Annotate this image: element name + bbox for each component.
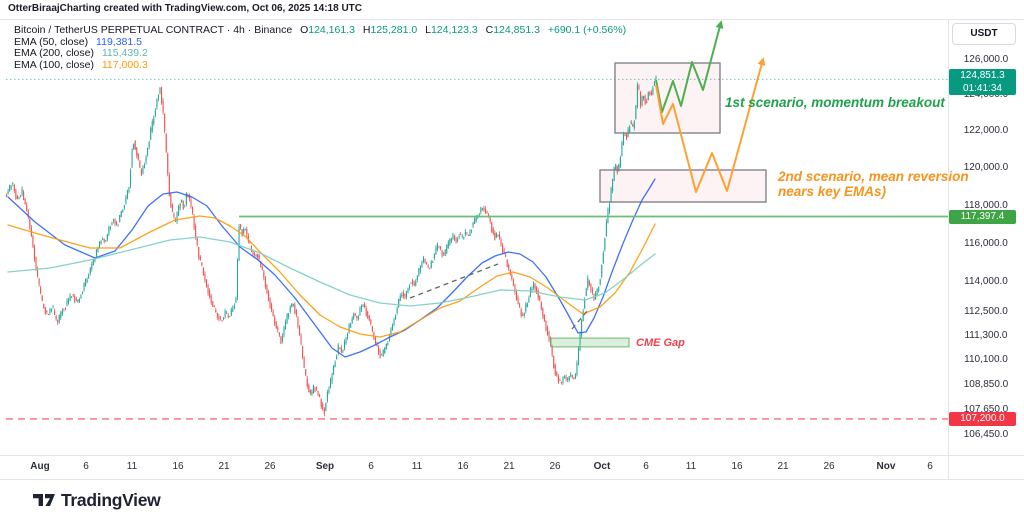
scenario2-box	[599, 169, 767, 203]
support-level-badge: 107,200.0	[949, 411, 1016, 426]
ema100-legend-row[interactable]: EMA (100, close) 117,000.3	[14, 58, 626, 72]
up-candle-wicks	[7, 75, 657, 412]
time-axis-label: 26	[264, 461, 276, 472]
down-candle-wicks	[6, 84, 652, 417]
time-axis-label: Aug	[30, 461, 50, 472]
ema200-legend-row[interactable]: EMA (200, close) 115,439.2	[14, 47, 626, 60]
chart-top-border	[0, 19, 1024, 20]
scenario2-line1: 2nd scenario, mean reversion	[778, 169, 969, 184]
currency-toggle-button[interactable]: USDT	[952, 23, 1016, 45]
chart-legend: Bitcoin / TetherUS PERPETUAL CONTRACT · …	[14, 24, 627, 72]
price-axis-label: 114,000.0	[964, 276, 1008, 288]
scenario2-line2: nears key EMAs)	[778, 184, 887, 199]
high-value: 125,281.0	[370, 24, 418, 36]
time-axis-label: Oct	[593, 461, 611, 472]
time-axis-label: Nov	[876, 461, 896, 472]
tradingview-logo-icon	[33, 494, 55, 506]
time-axis-label: 6	[368, 461, 374, 472]
candle-countdown: 01:41:34	[963, 83, 1002, 95]
price-axis-label: 120,000.0	[963, 162, 1009, 174]
ema200-value: 115,439.2	[101, 47, 148, 59]
low-label: L	[425, 24, 431, 36]
ema50-value: 119,381.5	[96, 35, 142, 48]
time-axis-label: 26	[549, 461, 561, 472]
time-axis-label: 6	[927, 461, 933, 472]
low-value: 124,123.3	[430, 24, 478, 36]
time-axis-label: Sep	[315, 461, 335, 472]
scenario1-projection	[655, 20, 724, 113]
time-axis-label: 16	[731, 461, 743, 472]
close-label: C	[485, 24, 494, 36]
time-axis-label: 26	[823, 461, 835, 472]
ema50-label: EMA (50, close)	[14, 35, 89, 48]
dashed-trendline-2	[571, 309, 589, 330]
time-axis-label: 21	[503, 461, 515, 472]
down-candle-bodies	[6, 86, 652, 414]
breakout-level-value: 117,397.4	[960, 210, 1005, 222]
price-axis-label: 106,450.0	[963, 429, 1009, 440]
price-axis-label: 122,000.0	[963, 125, 1009, 137]
dashed-trendline-1	[409, 263, 499, 299]
ema200-line	[7, 236, 656, 307]
scenario2-annotation: 2nd scenario, mean reversion nears key E…	[778, 169, 969, 199]
scenario2-projection	[655, 57, 766, 193]
attribution-text: OtterBiraajCharting created with Trading…	[8, 3, 363, 14]
support-level-value: 107,200.0	[960, 412, 1005, 424]
time-axis-label: 21	[777, 461, 789, 472]
time-axis-label: 21	[218, 461, 230, 472]
price-axis-label: 118,000.0	[964, 199, 1008, 211]
time-axis-label: 11	[126, 461, 138, 472]
price-axis-label: 108,850.0	[963, 379, 1009, 391]
ema50-legend-row[interactable]: EMA (50, close) 119,381.5	[14, 35, 626, 49]
price-axis-label: 112,500.0	[964, 305, 1008, 317]
price-axis-label: 107,650.0	[963, 404, 1009, 415]
current-price-value: 124,851.3	[960, 70, 1005, 82]
current-price-badge: 124,851.3 01:41:34	[949, 69, 1016, 96]
cme-gap-box	[550, 337, 630, 348]
price-axis-separator	[948, 19, 949, 479]
price-axis-label: 126,000.0	[963, 53, 1009, 65]
ema100-label: EMA (100, close)	[14, 58, 94, 71]
time-axis-label: 6	[83, 461, 89, 472]
symbol-title: Bitcoin / TetherUS PERPETUAL CONTRACT · …	[14, 24, 293, 36]
time-axis-separator	[0, 455, 1024, 456]
up-candle-bodies	[7, 77, 657, 411]
ema50-line	[7, 178, 656, 358]
ema200-label: EMA (200, close)	[14, 47, 94, 59]
symbol-row[interactable]: Bitcoin / TetherUS PERPETUAL CONTRACT · …	[14, 24, 627, 37]
tradingview-logo-text: TradingView	[61, 489, 161, 510]
time-axis-label: 6	[643, 461, 649, 472]
ema100-line	[7, 215, 656, 338]
price-axis-label: 110,100.0	[964, 353, 1008, 365]
tradingview-logo[interactable]: TradingView	[33, 489, 161, 511]
cme-gap-label: CME Gap	[636, 337, 685, 349]
time-axis-label: 11	[685, 461, 697, 472]
open-value: 124,161.3	[308, 24, 355, 36]
time-axis-label: 16	[457, 461, 469, 472]
close-value: 124,851.3	[493, 24, 540, 36]
open-label: O	[300, 24, 309, 36]
high-label: H	[362, 24, 371, 36]
time-axis-label: 16	[172, 461, 184, 472]
chart-bottom-border	[0, 479, 1024, 480]
ema100-value: 117,000.3	[101, 58, 148, 71]
price-axis-label: 116,000.0	[964, 237, 1008, 249]
change-value: +690.1 (+0.56%)	[547, 24, 627, 36]
breakout-level-badge: 117,397.4	[949, 209, 1016, 224]
scenario1-annotation: 1st scenario, momentum breakout	[725, 95, 945, 110]
time-axis-label: 11	[411, 461, 423, 472]
price-axis-label: 111,300.0	[964, 329, 1008, 341]
